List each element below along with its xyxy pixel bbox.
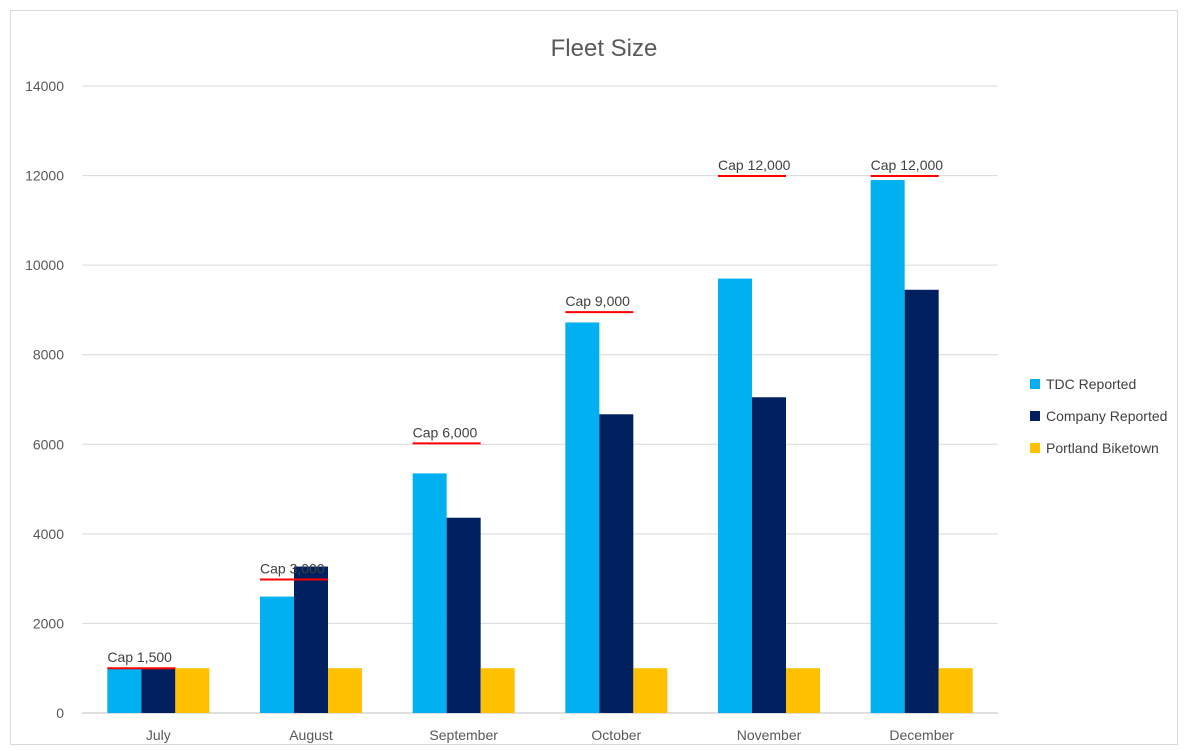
legend-swatch-tdc-reported: [1030, 379, 1040, 389]
bar-company-reported-july: [141, 668, 176, 713]
legend: TDC Reported Company Reported Portland B…: [1030, 368, 1167, 464]
x-tick-label: November: [737, 727, 802, 743]
cap-label-august: Cap 3,000: [260, 561, 325, 577]
y-tick-label: 10000: [25, 257, 64, 273]
x-tick-label: September: [429, 727, 498, 743]
cap-label-july: Cap 1,500: [107, 649, 172, 665]
bar-company-reported-august: [294, 566, 328, 713]
bar-tdc-reported-august: [260, 596, 294, 713]
legend-label-company-reported: Company Reported: [1046, 408, 1168, 424]
bar-portland-biketown-october: [633, 668, 668, 713]
bars: [107, 180, 973, 714]
bar-company-reported-november: [752, 397, 786, 713]
bar-company-reported-september: [446, 517, 481, 713]
y-axis-ticks: 0 2000 4000 6000 8000 10000 12000 14000: [25, 78, 64, 721]
legend-label-tdc-reported: TDC Reported: [1046, 376, 1137, 392]
cap-label-october: Cap 9,000: [565, 293, 630, 309]
cap-label-september: Cap 6,000: [413, 424, 478, 440]
cap-label-december: Cap 12,000: [871, 157, 944, 173]
bar-tdc-reported-september: [412, 473, 447, 713]
gridlines: [82, 85, 998, 714]
y-tick-label: 2000: [33, 615, 64, 631]
x-tick-label: July: [146, 727, 171, 743]
x-axis-ticks: July August September October November Decemb…: [146, 727, 954, 743]
bar-portland-biketown-september: [480, 668, 515, 713]
x-tick-label: August: [289, 727, 333, 743]
bar-portland-biketown-december: [938, 668, 973, 713]
bar-company-reported-december: [904, 289, 939, 713]
bar-portland-biketown-august: [328, 668, 362, 713]
y-tick-label: 0: [56, 705, 64, 721]
bar-tdc-reported-october: [565, 322, 600, 713]
legend-swatch-company-reported: [1030, 411, 1040, 421]
bar-tdc-reported-november: [718, 278, 752, 713]
cap-markers: Cap 1,500 Cap 3,000 Cap 6,000 Cap 9,000 Cap …: [107, 157, 944, 670]
chart-title: Fleet Size: [551, 35, 658, 62]
bar-tdc-reported-december: [870, 180, 905, 714]
legend-item-portland-biketown: Portland Biketown: [1030, 432, 1167, 464]
y-tick-label: 12000: [25, 168, 64, 184]
y-tick-label: 8000: [33, 347, 64, 363]
x-tick-label: December: [889, 727, 954, 743]
y-tick-label: 6000: [33, 436, 64, 452]
bar-portland-biketown-november: [786, 668, 820, 713]
legend-item-company-reported: Company Reported: [1030, 400, 1167, 432]
y-tick-label: 14000: [25, 78, 64, 94]
cap-label-november: Cap 12,000: [718, 157, 791, 173]
legend-label-portland-biketown: Portland Biketown: [1046, 440, 1159, 456]
bar-portland-biketown-july: [175, 668, 210, 713]
x-tick-label: October: [591, 727, 641, 743]
bar-company-reported-october: [599, 414, 634, 713]
legend-swatch-portland-biketown: [1030, 443, 1040, 453]
legend-item-tdc-reported: TDC Reported: [1030, 368, 1167, 400]
bar-tdc-reported-july: [107, 668, 142, 713]
y-tick-label: 4000: [33, 526, 64, 542]
